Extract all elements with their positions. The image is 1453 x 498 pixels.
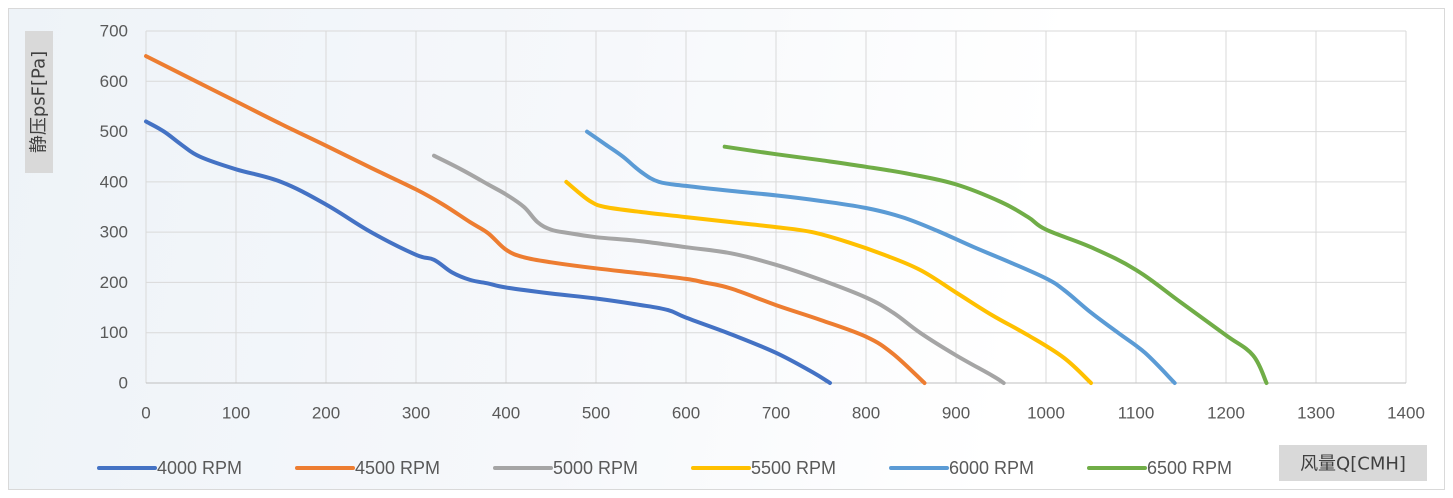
- x-tick-label: 700: [762, 404, 790, 423]
- x-axis-title-text: 风量Q[CMH]: [1300, 454, 1406, 475]
- legend-label: 5000 RPM: [553, 458, 638, 478]
- y-tick-label: 600: [100, 72, 128, 91]
- legend-label: 4000 RPM: [157, 458, 242, 478]
- x-axis-title: 风量Q[CMH]: [1279, 445, 1427, 481]
- y-tick-label: 400: [100, 172, 128, 191]
- series-line-6000-rpm: [585, 129, 1177, 385]
- axes: 0 100 200 300 400 500 600 700 0 100 200 300 400 500 60…: [100, 22, 1425, 423]
- series-line-6500-rpm: [722, 144, 1269, 385]
- x-tick-label: 100: [222, 404, 250, 423]
- series-lines: [144, 54, 1269, 385]
- y-tick-label: 0: [119, 374, 128, 393]
- series-line-5500-rpm: [564, 179, 1093, 385]
- x-tick-label: 800: [852, 404, 880, 423]
- legend-label: 4500 RPM: [355, 458, 440, 478]
- y-axis-title-text: 静压psF[Pa]: [29, 51, 50, 153]
- x-tick-label: 600: [672, 404, 700, 423]
- legend-label: 6000 RPM: [949, 458, 1034, 478]
- y-tick-label: 100: [100, 323, 128, 342]
- y-tick-label: 500: [100, 122, 128, 141]
- line-chart: 0 100 200 300 400 500 600 700 0 100 200 300 400 500 60…: [25, 22, 1427, 481]
- series-line-4500-rpm: [144, 54, 927, 385]
- series-line-4000-rpm: [144, 119, 832, 385]
- gridlines: [145, 30, 1407, 384]
- x-tick-label: 0: [141, 404, 150, 423]
- x-tick-label: 1300: [1297, 404, 1335, 423]
- x-axis-title-box: [1279, 445, 1427, 481]
- x-tick-label: 1100: [1118, 404, 1155, 423]
- y-axis-title: 静压psF[Pa]: [25, 31, 53, 173]
- x-tick-label: 500: [582, 404, 610, 423]
- y-tick-label: 700: [100, 22, 128, 41]
- y-tick-label: 300: [100, 223, 128, 242]
- legend-label: 6500 RPM: [1147, 458, 1232, 478]
- x-tick-label: 200: [312, 404, 340, 423]
- legend-label: 5500 RPM: [751, 458, 836, 478]
- legend: 4000 RPM 4500 RPM 5000 RPM 5500 RPM 6000 RPM…: [97, 458, 1232, 478]
- y-axis-title-box: [25, 31, 53, 173]
- chart-frame: 0 100 200 300 400 500 600 700 0 100 200 300 400 500 60…: [8, 8, 1445, 490]
- y-tick-label: 200: [100, 273, 128, 292]
- x-tick-label: 300: [402, 404, 430, 423]
- x-tick-label: 1200: [1207, 404, 1245, 423]
- x-tick-label: 400: [492, 404, 520, 423]
- series-line-5000-rpm: [432, 153, 1006, 385]
- x-tick-label: 1400: [1387, 404, 1425, 423]
- x-tick-label: 1000: [1027, 404, 1065, 423]
- x-tick-label: 900: [942, 404, 970, 423]
